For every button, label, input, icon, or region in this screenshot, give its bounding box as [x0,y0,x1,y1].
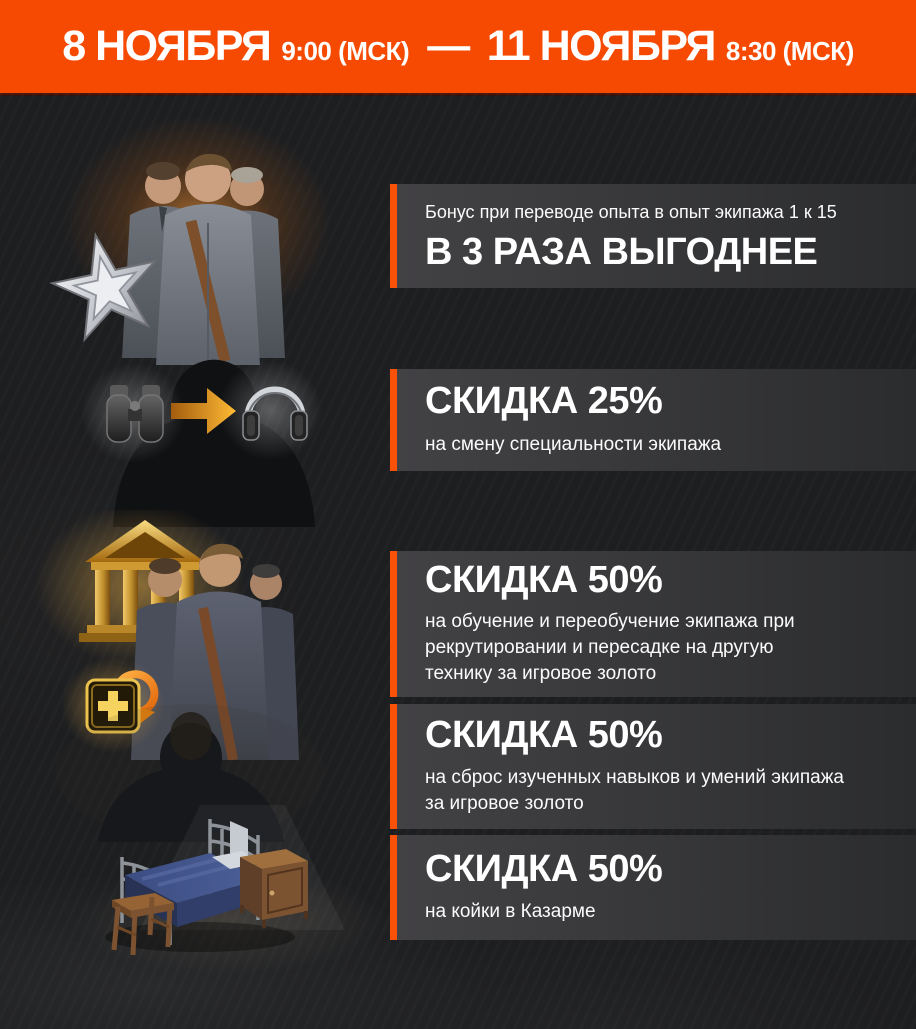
panel-note-line: на обучение и переобучение экипажа при [425,611,795,633]
panel-discount-specialty-change: СКИДКА 25% на смену специальности экипаж… [390,369,916,471]
panel-title: СКИДКА 50% [425,714,663,757]
panel-note-line: на смену специальности экипажа [425,433,722,455]
crew-silhouette-image [40,692,330,847]
panel-note-line: рекрутировании и пересадке на другую [425,637,774,659]
panel-title: СКИДКА 50% [425,847,663,890]
end-date: 11 НОЯБРЯ [486,22,717,70]
panel-discount-skills-reset: СКИДКА 50% на сброс изученных навыков и … [390,704,916,829]
crew-trio-image [20,103,380,370]
panel-title: СКИДКА 25% [425,380,663,423]
crew-silhouette [113,359,315,527]
headphones-icon [242,386,308,441]
towel [230,821,248,861]
panel-title: СКИДКА 50% [425,558,663,601]
binoculars-icon [106,385,164,443]
panel-note-line: Бонус при переводе опыта в опыт экипажа … [425,202,837,223]
start-time: 9:00 (МСК) [281,36,410,66]
start-date: 8 НОЯБРЯ [62,22,272,70]
panel-note-line: на сброс изученных навыков и умений экип… [425,766,844,788]
panel-discount-barracks-bunks: СКИДКА 50% на койки в Казарме [390,835,916,940]
orange-arrow-right-icon [171,388,236,434]
end-time: 8:30 (МСК) [725,36,854,66]
barracks-bed-image [50,805,400,1010]
date-banner: 8 НОЯБРЯ 9:00 (МСК) — 11 НОЯБРЯ 8:30 (МС… [0,0,916,93]
panel-discount-training-retraining: СКИДКА 50% на обучение и переобучение эк… [390,551,916,697]
gold-plus-icon [85,678,141,734]
banner-bottom-shadow [0,93,916,96]
panel-note-line: технику за игровое золото [425,663,657,685]
date-separator: — [427,22,470,70]
panel-note-line: за игровое золото [425,792,584,814]
specialty-swap-image [55,335,375,532]
panel-note-line: на койки в Казарме [425,901,596,923]
panel-crew-xp-bonus: Бонус при переводе опыта в опыт экипажа … [390,184,916,288]
stool [111,893,174,956]
crew-member-center [156,153,260,365]
panel-title: В 3 РАЗА ВЫГОДНЕЕ [425,231,818,274]
nightstand [240,849,308,928]
silver-star-icon [49,232,158,343]
